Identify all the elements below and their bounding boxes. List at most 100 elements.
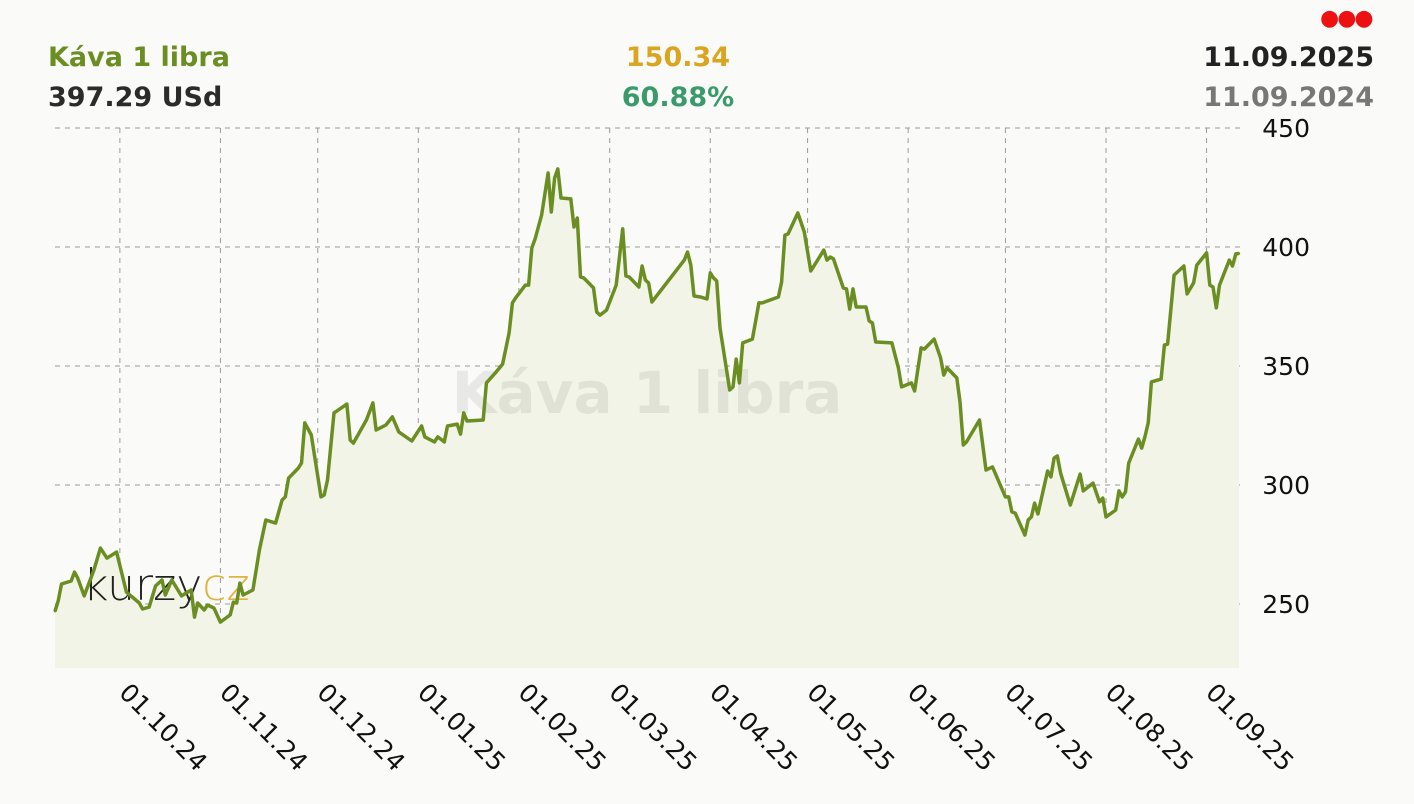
- data-point: [855, 305, 858, 309]
- data-point: [1056, 454, 1059, 458]
- data-point: [241, 593, 245, 597]
- price-line: [53, 167, 1240, 624]
- data-point: [232, 600, 235, 604]
- data-point: [374, 428, 378, 432]
- data-point: [955, 376, 958, 380]
- data-point: [1052, 456, 1056, 460]
- data-point: [274, 521, 277, 525]
- data-point: [1013, 511, 1017, 515]
- y-tick-label: 400: [1262, 233, 1310, 262]
- data-point: [1159, 377, 1163, 381]
- x-tick-label: 01.11.24: [214, 678, 313, 777]
- data-point: [190, 588, 193, 592]
- data-point: [507, 331, 511, 335]
- data-point: [582, 276, 585, 280]
- data-point: [1163, 343, 1166, 347]
- data-point: [384, 423, 388, 427]
- data-point: [1166, 342, 1169, 346]
- data-point: [326, 478, 329, 482]
- data-point: [718, 326, 722, 330]
- y-tick-label: 300: [1262, 471, 1310, 500]
- data-point: [864, 305, 868, 309]
- data-point: [1192, 281, 1195, 285]
- data-point: [640, 264, 644, 268]
- data-point: [459, 432, 462, 436]
- data-point: [92, 568, 96, 572]
- data-point: [712, 276, 715, 280]
- data-point: [212, 606, 216, 610]
- data-point: [1124, 490, 1127, 494]
- data-point: [984, 468, 988, 472]
- logo-part-cz: cz: [202, 560, 249, 611]
- data-point: [1205, 251, 1208, 255]
- area-fill: [55, 168, 1239, 668]
- data-point: [462, 411, 465, 415]
- data-point: [890, 341, 894, 345]
- data-point: [99, 546, 102, 550]
- data-point: [829, 255, 832, 259]
- x-tick-label: 01.05.25: [801, 678, 900, 777]
- data-point: [303, 421, 306, 425]
- data-point: [910, 381, 913, 385]
- data-point: [348, 438, 352, 442]
- data-point: [332, 411, 336, 415]
- data-point: [60, 582, 63, 586]
- absolute-change: 150.34: [625, 42, 731, 73]
- instrument-title: Káva 1 libra: [48, 42, 230, 73]
- data-point: [436, 435, 439, 439]
- data-point: [932, 337, 936, 341]
- data-point: [871, 321, 874, 325]
- data-point: [235, 601, 238, 605]
- data-point: [420, 424, 423, 428]
- x-tick-label: 01.03.25: [603, 678, 702, 777]
- data-point: [540, 213, 543, 217]
- data-point: [991, 465, 994, 469]
- data-point: [809, 269, 813, 273]
- data-point: [1172, 273, 1176, 277]
- data-point: [527, 283, 530, 287]
- three-dots-menu-icon[interactable]: ●●●: [1320, 6, 1374, 31]
- data-point: [556, 167, 559, 171]
- data-point: [251, 588, 255, 592]
- data-point: [550, 210, 553, 214]
- data-point: [738, 381, 741, 385]
- data-point: [1117, 489, 1121, 493]
- data-point: [965, 440, 968, 444]
- data-point: [637, 285, 641, 289]
- data-point: [1010, 510, 1014, 514]
- data-point: [193, 615, 196, 619]
- data-point: [751, 337, 754, 341]
- data-point: [621, 227, 624, 231]
- data-point: [206, 603, 209, 607]
- data-point: [73, 570, 76, 574]
- data-point: [868, 319, 871, 323]
- data-point: [741, 341, 744, 345]
- data-point: [647, 281, 650, 285]
- data-point: [524, 283, 527, 287]
- data-point: [825, 258, 829, 262]
- data-point: [1104, 515, 1108, 519]
- data-point: [160, 578, 164, 582]
- data-point: [82, 594, 86, 598]
- data-point: [848, 307, 851, 311]
- data-point: [962, 443, 965, 447]
- x-tick-label: 01.07.25: [999, 678, 1098, 777]
- data-point: [709, 271, 712, 275]
- data-point: [874, 340, 877, 344]
- end-date: 11.09.2025: [1203, 42, 1374, 73]
- data-point: [1078, 472, 1082, 476]
- data-point: [300, 461, 303, 465]
- data-point: [1069, 503, 1072, 507]
- data-point: [1185, 292, 1189, 296]
- x-tick-label: 01.04.25: [704, 678, 803, 777]
- data-point: [731, 385, 735, 389]
- data-point: [945, 366, 949, 370]
- data-point: [595, 310, 598, 314]
- data-point: [1114, 508, 1117, 512]
- data-point: [783, 233, 787, 237]
- data-point: [196, 601, 199, 605]
- data-point: [1195, 263, 1199, 267]
- data-point: [644, 278, 647, 282]
- data-point: [170, 578, 173, 582]
